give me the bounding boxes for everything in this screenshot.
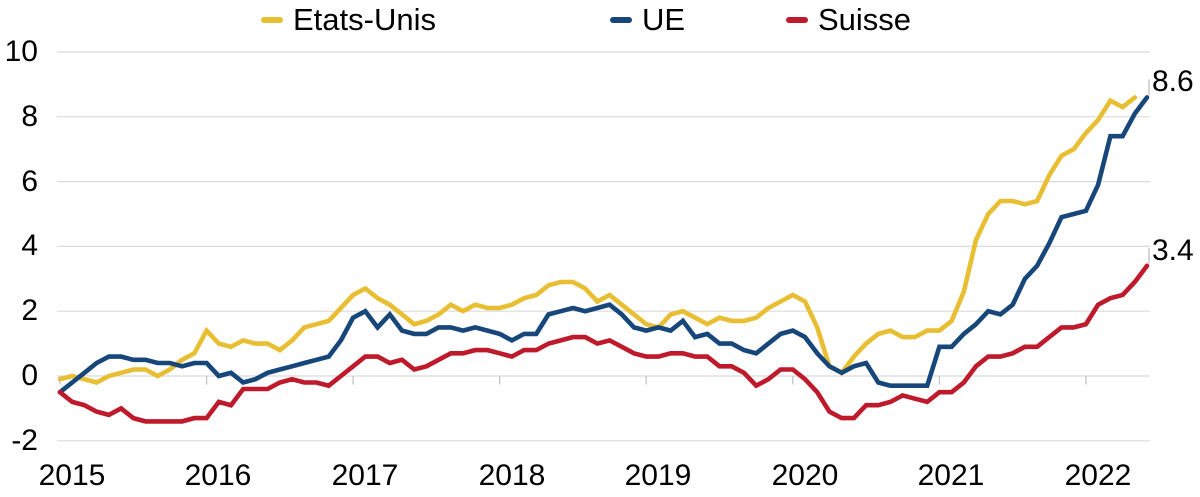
x-axis-tick-label: 2015 [38,459,106,492]
suisse-legend-dash-icon [786,17,808,23]
suisse-line [57,263,1150,424]
x-axis-tick-label: 2018 [478,459,546,492]
end-value-label-suisse: 3.4 [1152,233,1194,267]
y-axis-tick-label: 0 [21,359,38,392]
y-axis-tick-label: 10 [4,35,38,68]
x-axis-tick-label: 2020 [771,459,839,492]
legend-label: UE [642,2,686,37]
etats-unis-line [57,95,1138,385]
y-axis-tick-label: 4 [21,229,38,262]
legend-label: Suisse [818,2,912,37]
y-axis-tick-label: 6 [21,165,38,198]
etats-unis-legend-dash-icon [261,17,283,23]
legend-item-etats-unis: Etats-Unis [261,1,436,39]
y-axis-tick-label: -2 [11,424,38,457]
ue-legend-dash-icon [610,17,632,23]
x-axis-tick-label: 2017 [331,459,399,492]
x-axis-tick-label: 2022 [1064,459,1132,492]
x-axis-tick-label: 2016 [184,459,252,492]
legend-label: Etats-Unis [293,2,436,37]
legend-item-suisse: Suisse [786,1,911,39]
y-axis-tick-label: 2 [21,294,38,327]
legend-item-ue: UE [610,1,685,39]
x-axis-tick-label: 2019 [624,459,692,492]
ue-line [57,95,1150,395]
x-axis-tick-label: 2021 [917,459,985,492]
y-axis-tick-label: 8 [21,100,38,133]
end-value-label-ue: 8.6 [1152,65,1194,99]
